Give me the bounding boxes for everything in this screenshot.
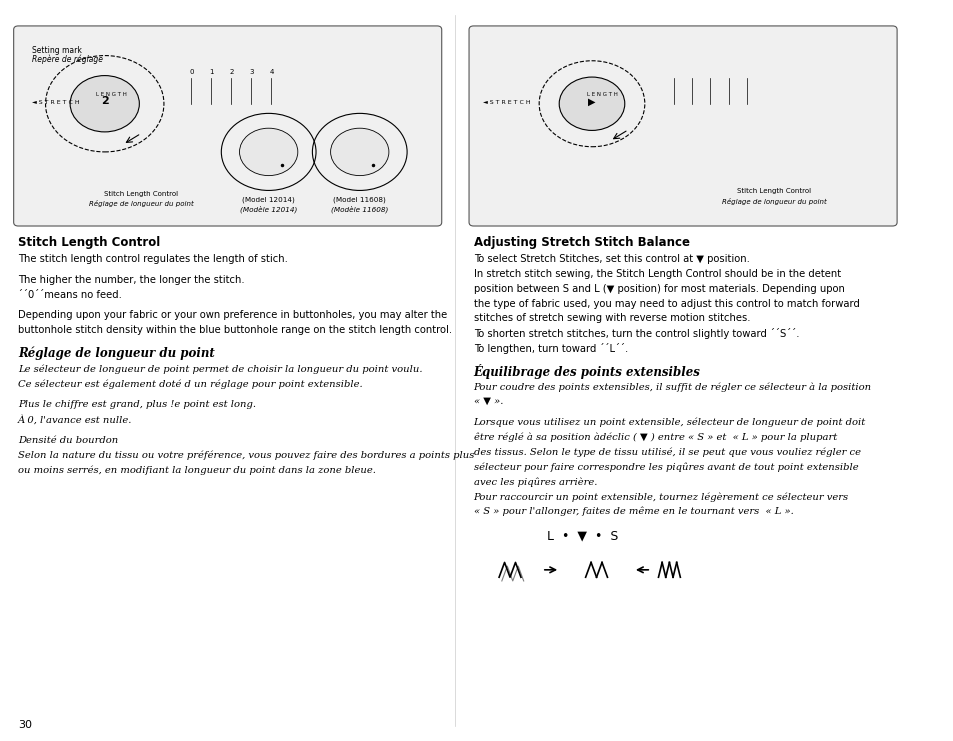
Text: Pour raccourcir un point extensible, tournez légèrement ce sélecteur vers: Pour raccourcir un point extensible, tou… [473,492,848,502]
Text: Pour coudre des points extensibles, il suffit de régler ce sélecteur à la positi: Pour coudre des points extensibles, il s… [473,382,871,392]
Text: Stitch Length Control: Stitch Length Control [18,236,160,249]
Text: avec les piqûres arrière.: avec les piqûres arrière. [473,477,597,487]
Text: Setting mark: Setting mark [31,46,82,55]
FancyBboxPatch shape [469,26,896,226]
Text: Adjusting Stretch Stitch Balance: Adjusting Stretch Stitch Balance [473,236,689,249]
Text: Stitch Length Control: Stitch Length Control [737,187,810,193]
Text: Réglage de longueur du point: Réglage de longueur du point [721,198,825,205]
Text: Plus le chiffre est grand, plus !e point est long.: Plus le chiffre est grand, plus !e point… [18,400,256,409]
Text: 2: 2 [101,96,109,106]
Text: L  •  ▼  •  S: L • ▼ • S [547,529,618,542]
Text: Ce sélecteur est également doté d un réglage pour point extensible.: Ce sélecteur est également doté d un rég… [18,379,362,389]
Text: des tissus. Selon le type de tissu utilisé, il se peut que vous vouliez régler c: des tissus. Selon le type de tissu utili… [473,448,860,457]
Text: 1: 1 [209,69,213,75]
Text: stitches of stretch sewing with reverse motion stitches.: stitches of stretch sewing with reverse … [473,313,749,323]
Circle shape [558,77,624,130]
Text: (Model 12014): (Model 12014) [242,196,294,203]
Text: « S » pour l'allonger, faites de même en le tournant vers  « L ».: « S » pour l'allonger, faites de même en… [473,507,793,516]
Circle shape [331,128,389,176]
Text: Densité du bourdon: Densité du bourdon [18,436,118,445]
Text: In stretch stitch sewing, the Stitch Length Control should be in the detent: In stretch stitch sewing, the Stitch Len… [473,269,840,279]
Text: ◄ S T R E T C H: ◄ S T R E T C H [31,100,79,104]
Text: « ▼ ».: « ▼ ». [473,397,502,406]
Text: ◄ S T R E T C H: ◄ S T R E T C H [482,100,530,104]
Text: Depending upon your fabric or your own preference in buttonholes, you may alter : Depending upon your fabric or your own p… [18,310,447,320]
Circle shape [71,76,139,132]
Circle shape [239,128,297,176]
Text: (Modèle 11608): (Modèle 11608) [331,205,388,213]
Text: Selon la nature du tissu ou votre préférence, vous pouvez faire des bordures a p: Selon la nature du tissu ou votre préfér… [18,451,474,460]
Text: The higher the number, the longer the stitch.: The higher the number, the longer the st… [18,275,245,285]
Text: Réglage de longueur du point: Réglage de longueur du point [18,346,214,359]
Text: 2: 2 [229,69,233,75]
FancyBboxPatch shape [13,26,441,226]
Text: buttonhole stitch density within the blue buttonhole range on the stitch length : buttonhole stitch density within the blu… [18,325,452,335]
Text: Réglage de longueur du point: Réglage de longueur du point [89,200,193,207]
Text: ▶: ▶ [588,96,595,107]
Text: L E N G T H: L E N G T H [95,93,127,97]
Text: Équilibrage des points extensibles: Équilibrage des points extensibles [473,364,700,379]
Text: être réglé à sa position àdéclic ( ▼ ) entre « S » et  « L » pour la plupart: être réglé à sa position àdéclic ( ▼ ) e… [473,433,836,442]
Text: 30: 30 [18,720,32,730]
Text: (Model 11608): (Model 11608) [333,196,386,203]
Text: Lorsque vous utilisez un point extensible, sélecteur de longueur de point doit: Lorsque vous utilisez un point extensibl… [473,418,865,428]
Text: L E N G T H: L E N G T H [587,93,618,97]
Text: 0: 0 [189,69,193,75]
Text: (Modèle 12014): (Modèle 12014) [240,205,297,213]
Text: To lengthen, turn toward ´´L´´.: To lengthen, turn toward ´´L´´. [473,343,627,354]
Text: the type of fabric used, you may need to adjust this control to match forward: the type of fabric used, you may need to… [473,299,859,308]
Text: The stitch length control regulates the length of stich.: The stitch length control regulates the … [18,254,288,264]
Text: Repère de réglage: Repère de réglage [31,55,103,64]
Text: position between S and L (▼ position) for most materials. Depending upon: position between S and L (▼ position) fo… [473,284,843,293]
Text: 4: 4 [269,69,274,75]
Text: ou moins serrés, en modifiant la longueur du point dans la zone bleue.: ou moins serrés, en modifiant la longueu… [18,465,375,475]
Text: Stitch Length Control: Stitch Length Control [104,191,178,197]
Text: ´´0´´means no feed.: ´´0´´means no feed. [18,290,122,299]
Text: To select Stretch Stitches, set this control at ▼ position.: To select Stretch Stitches, set this con… [473,254,749,264]
Text: To shorten stretch stitches, turn the control slightly toward ´´S´´.: To shorten stretch stitches, turn the co… [473,328,799,339]
Text: 3: 3 [249,69,253,75]
Text: À 0, l'avance est nulle.: À 0, l'avance est nulle. [18,415,132,425]
Text: sélecteur pour faire correspondre les piqûres avant de tout point extensible: sélecteur pour faire correspondre les pi… [473,462,858,472]
Text: Le sélecteur de longueur de point permet de choisir la longueur du point voulu.: Le sélecteur de longueur de point permet… [18,365,422,374]
